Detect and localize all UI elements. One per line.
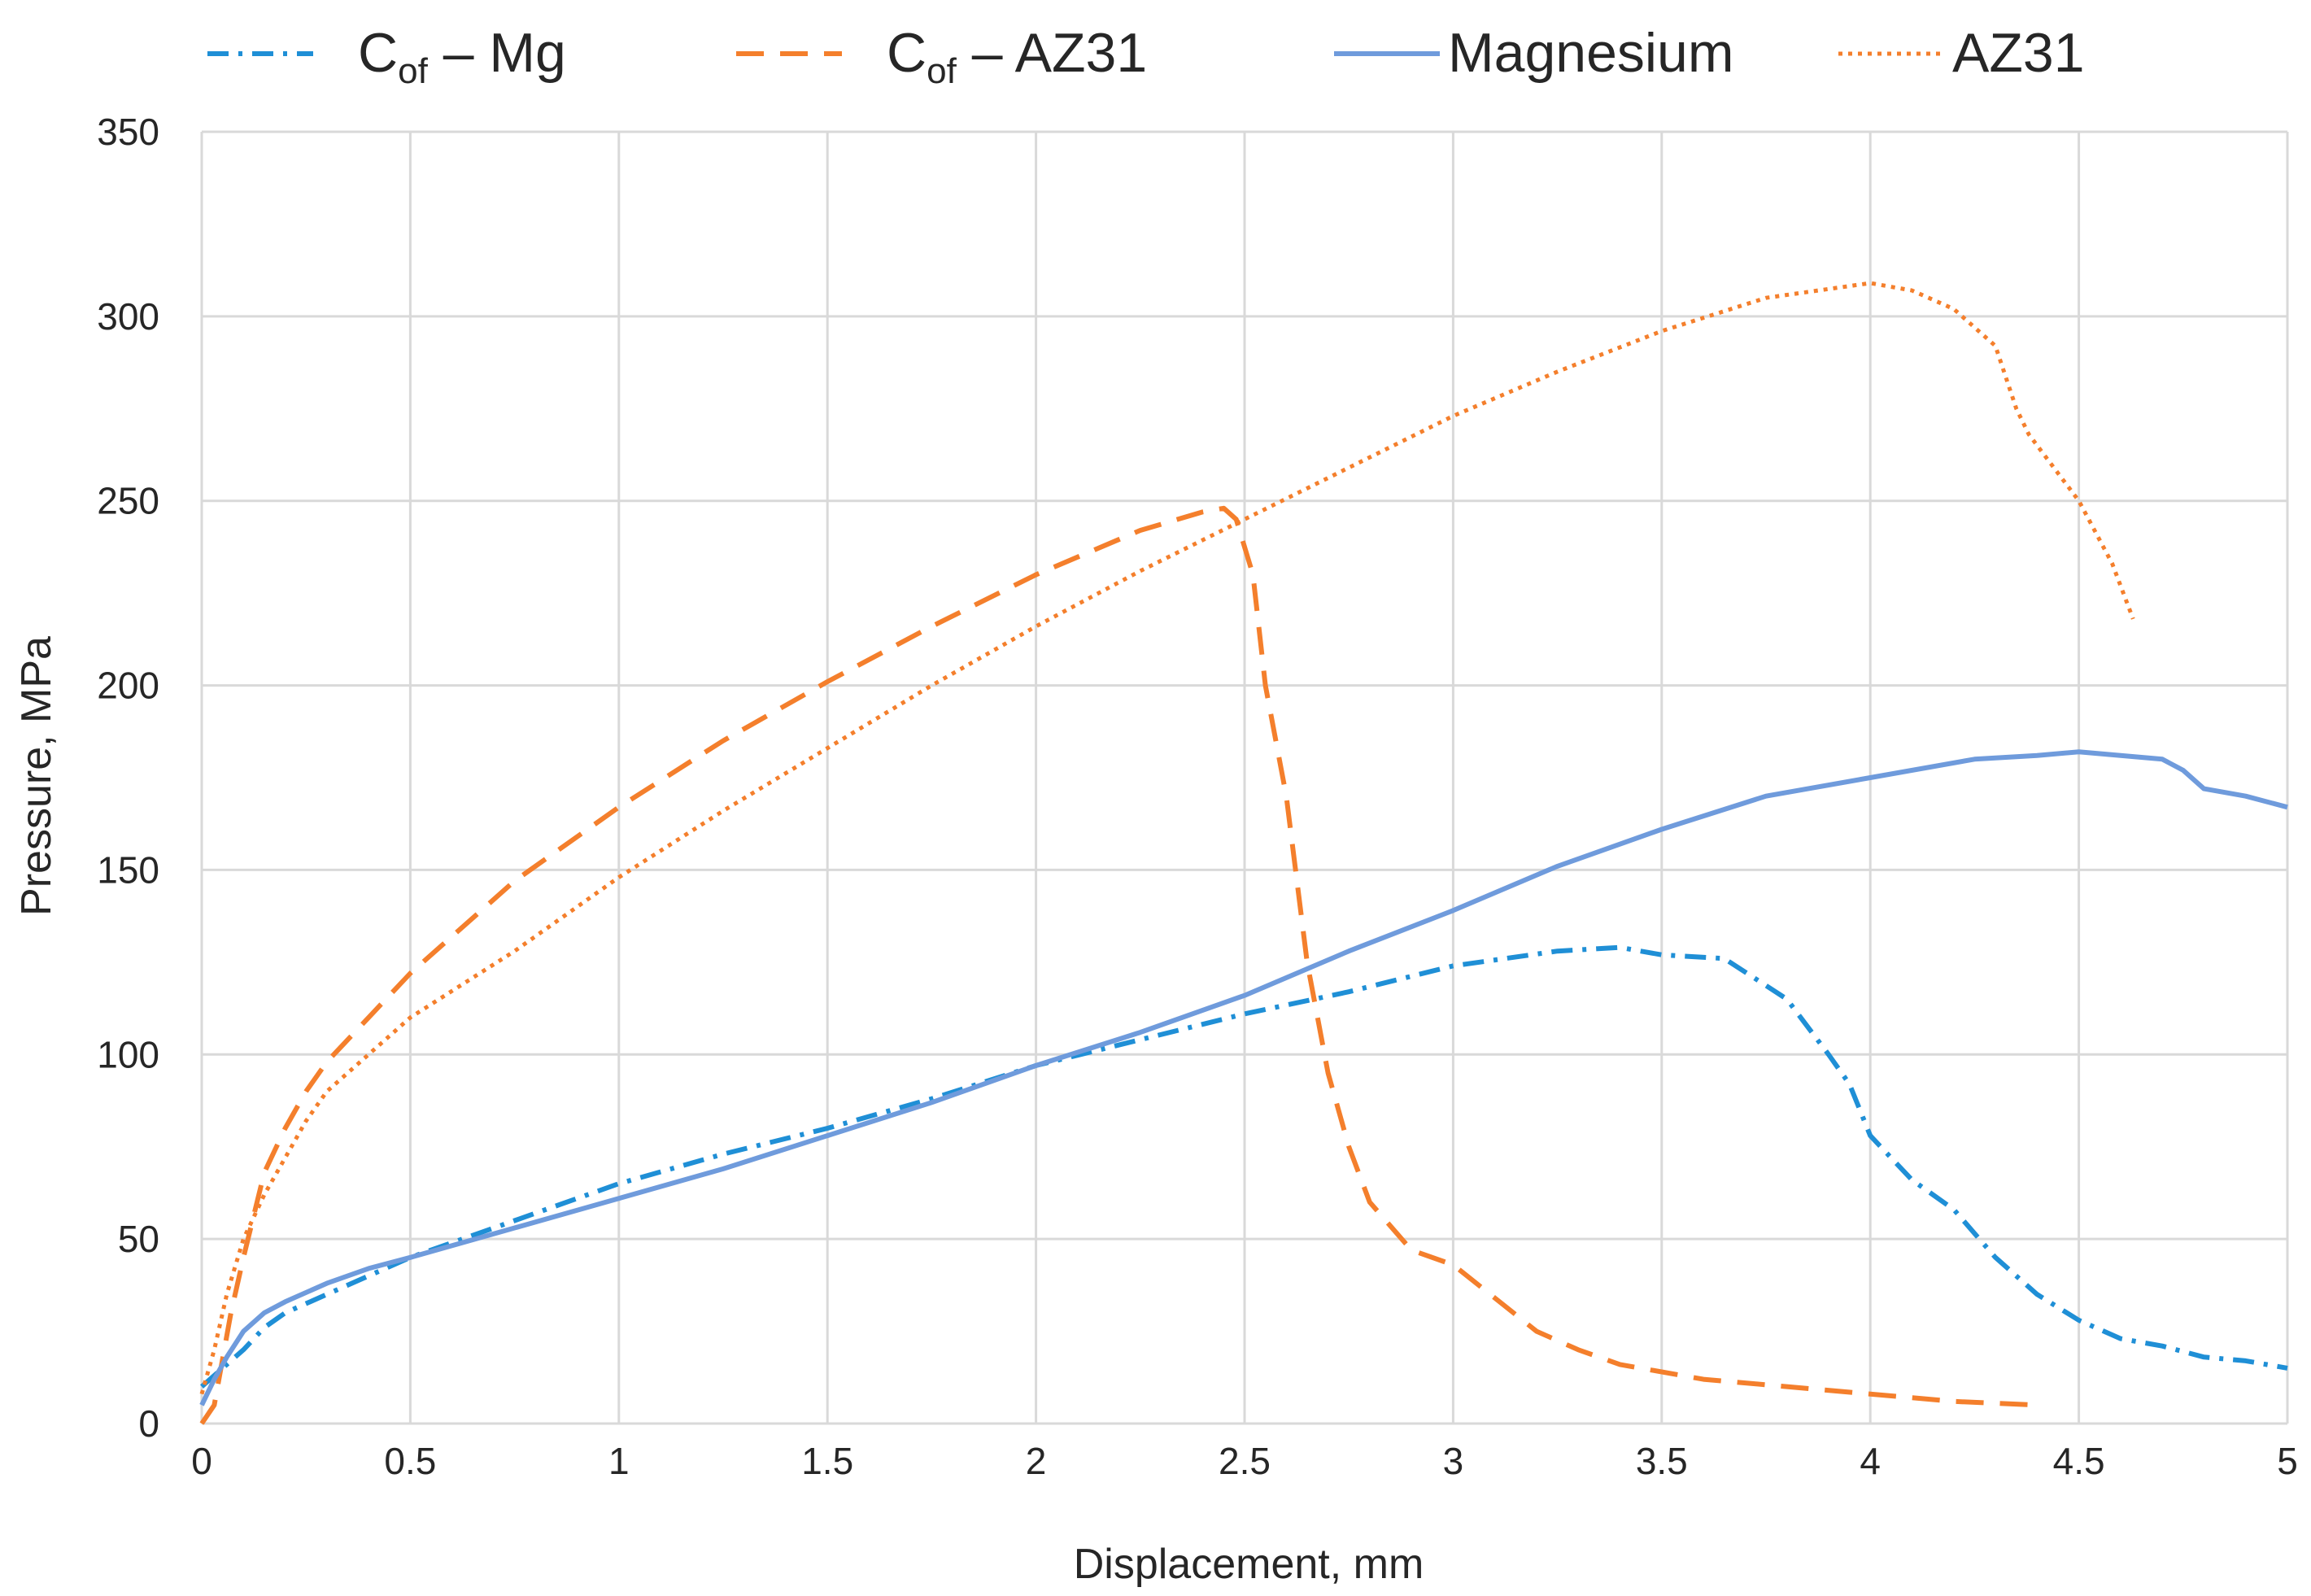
legend-label-cof-az31: Cof – AZ31 (887, 22, 1147, 91)
x-tick-label: 3 (1443, 1440, 1464, 1482)
y-tick-label: 0 (138, 1402, 159, 1445)
x-axis-title: Displacement, mm (1074, 1541, 1424, 1588)
series-line-magnesium (199, 749, 2288, 1406)
x-tick-label: 0 (191, 1440, 212, 1482)
legend-prefix-cof-az31: C (887, 22, 927, 84)
legend-item-magnesium: Magnesium (1334, 22, 1734, 84)
y-tick-label: 50 (118, 1218, 159, 1260)
y-axis-title: Pressure, MPa (13, 636, 60, 916)
legend: Cof – Mg Cof – AZ31 Magnesium AZ31 (207, 22, 2085, 91)
x-tick-label: 1.5 (801, 1440, 853, 1482)
legend-label-magnesium: Magnesium (1448, 22, 1734, 84)
legend-suffix-cof-mg: – Mg (428, 22, 566, 84)
legend-label-cof-mg: Cof – Mg (358, 22, 566, 91)
legend-item-cof-az31: Cof – AZ31 (736, 22, 1147, 91)
x-tick-label: 3.5 (1636, 1440, 1688, 1482)
legend-sub-cof-az31: of (927, 51, 957, 91)
tick-labels: 0 50 100 150 200 250 300 350 0 0.5 1 1.5 2 2.5 3 3.5 4 4.… (97, 111, 2298, 1482)
legend-sub-cof-mg: of (398, 51, 428, 91)
x-tick-label: 2 (1026, 1440, 1047, 1482)
series-line-cof_mg (200, 944, 2288, 1389)
series-lines (199, 281, 2288, 1425)
x-tick-label: 5 (2277, 1440, 2298, 1482)
y-tick-label: 300 (97, 295, 159, 338)
legend-label-az31: AZ31 (1952, 22, 2085, 84)
x-tick-label: 4 (1860, 1440, 1881, 1482)
legend-prefix-cof-mg: C (358, 22, 398, 84)
legend-suffix-cof-az31: – AZ31 (957, 22, 1147, 84)
y-tick-label: 200 (97, 665, 159, 707)
x-tick-label: 0.5 (384, 1440, 436, 1482)
series-line-az31 (199, 281, 2135, 1395)
y-tick-label: 150 (97, 848, 159, 891)
x-tick-label: 4.5 (2053, 1440, 2105, 1482)
y-tick-label: 250 (97, 480, 159, 522)
series-line-cof_az31 (199, 505, 2038, 1425)
legend-item-az31: AZ31 (1838, 22, 2085, 84)
y-tick-label: 100 (97, 1033, 159, 1075)
x-tick-label: 1 (608, 1440, 630, 1482)
gridlines (200, 130, 2289, 1425)
legend-item-cof-mg: Cof – Mg (207, 22, 566, 91)
x-tick-label: 2.5 (1219, 1440, 1271, 1482)
y-tick-label: 350 (97, 111, 159, 153)
